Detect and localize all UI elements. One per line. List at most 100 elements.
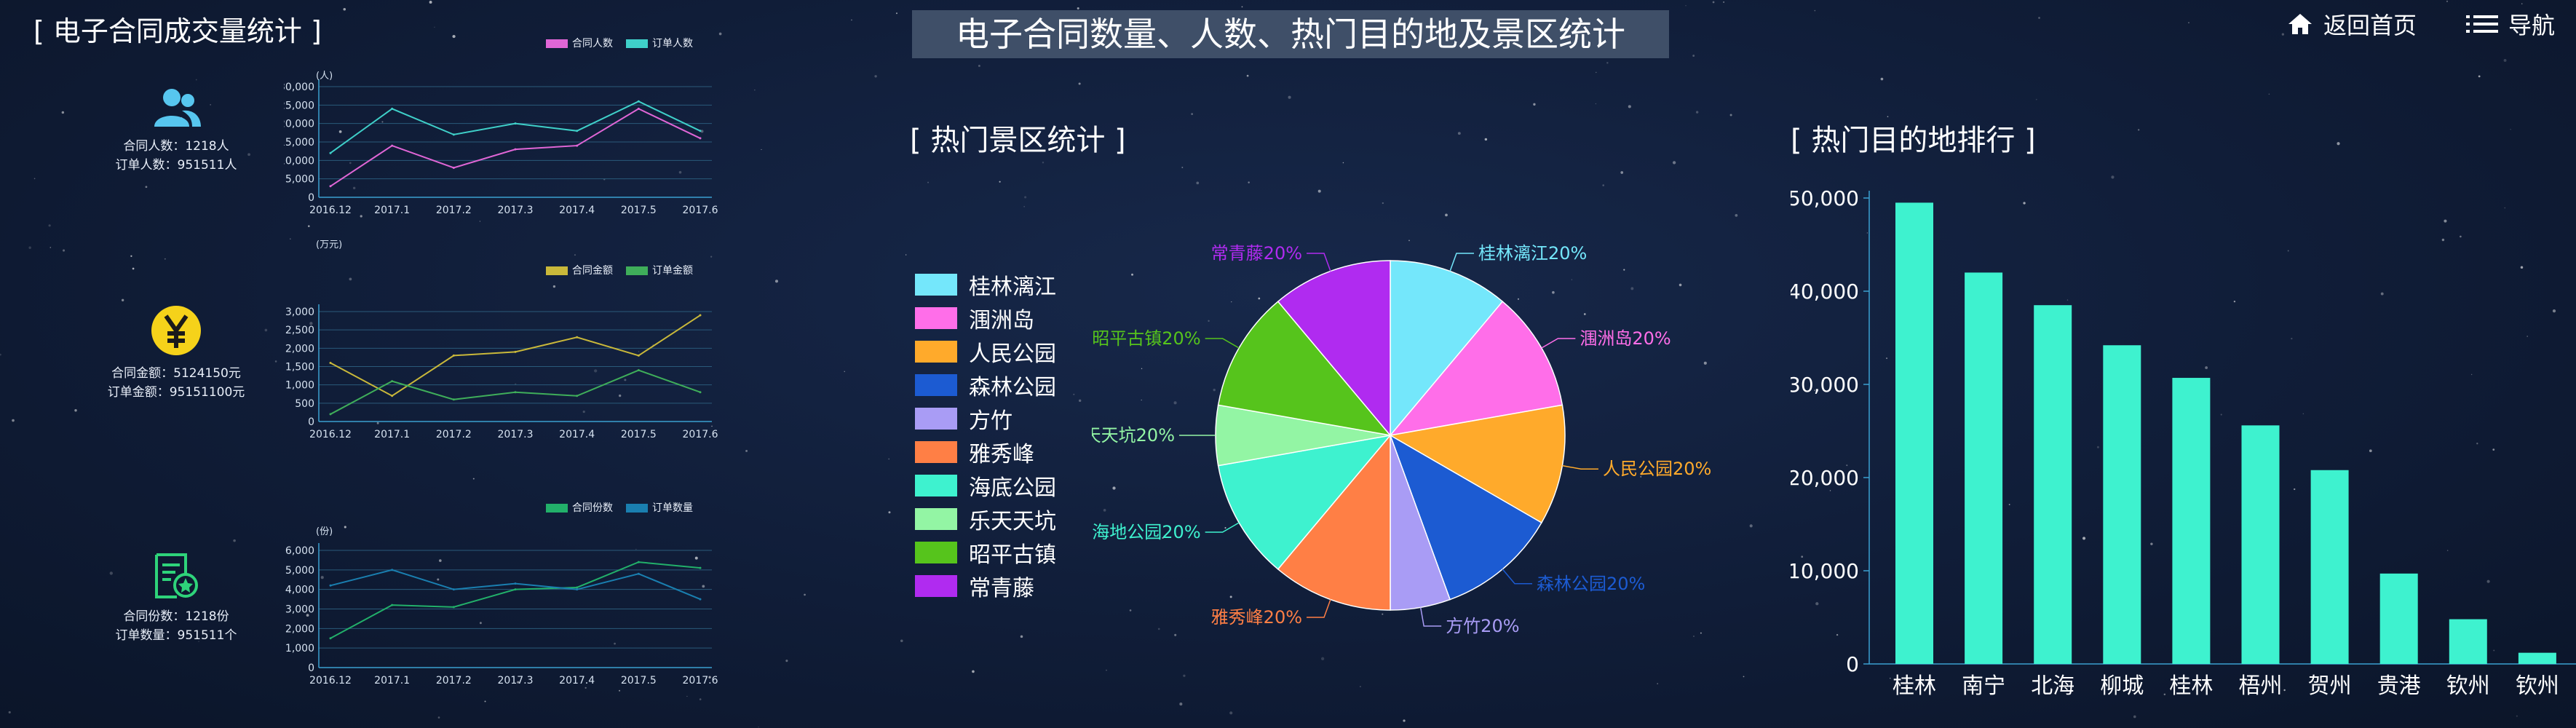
x-tick-label: 2017.3 [498,675,534,687]
star [2486,579,2490,583]
legend-swatch [915,408,957,430]
star [1403,719,1406,722]
data-point [637,107,640,110]
star [2521,3,2523,4]
legend-swatch [915,374,957,396]
legend-swatch [915,508,957,530]
star [1129,609,1132,612]
star [130,255,132,257]
star [274,360,277,363]
legend-item[interactable]: 乐天天坑 [915,502,1056,536]
legend-swatch [626,39,648,48]
star [1729,114,1732,116]
legend-item[interactable]: 涠洲岛 [915,301,1056,335]
star [1672,161,1676,165]
bar [2518,652,2556,664]
star [1703,361,1707,365]
data-point [637,100,640,103]
scenic-spot-pie-chart: 桂林漓江20% 涠洲岛20% 人民公园20% 森林公园20% 方竹20% 雅秀峰20% 海地… [1092,243,1711,636]
nav-menu-button[interactable]: 导航 [2466,7,2555,41]
star [1241,6,1243,8]
star [74,409,77,412]
series-line [330,100,701,154]
legend-item[interactable]: 人民公园 [915,335,1056,368]
star [844,371,845,373]
y-tick-label: 500 [295,398,314,410]
pie-slice [1277,260,1391,438]
y-tick-label: 50,000 [1791,186,1859,210]
legend-item[interactable]: 森林公园 [915,368,1056,402]
star [61,111,65,114]
legend-label: 订单金额 [652,265,693,277]
slice-label-line [1205,338,1240,349]
star [686,695,688,697]
star [619,689,621,692]
star [972,670,975,673]
pie-section-title: [ 热门景区统计 ] [910,124,1126,157]
star [2552,309,2556,313]
data-point [699,566,702,569]
star [1073,393,1075,395]
star [1179,703,1183,706]
star [360,215,362,218]
legend-swatch [546,266,568,275]
star [2096,446,2099,448]
slice-label-line [1502,569,1532,585]
star [1846,464,1848,467]
star [1814,9,1816,12]
star [552,285,556,288]
star [0,353,1,356]
home-button[interactable]: 返回首页 [2287,7,2417,41]
star [2460,235,2462,238]
star [400,435,401,436]
star [429,1,432,4]
star [1173,401,1177,405]
star [326,529,330,532]
star [699,698,702,700]
star [2008,504,2010,505]
star [2205,366,2208,369]
star [1131,273,1133,276]
nav-label: 导航 [2508,12,2556,39]
legend-label: 桂林漓江 [969,274,1056,300]
legend-item[interactable]: 常青藤 [915,569,1056,603]
legend-item[interactable]: 方竹 [915,402,1056,435]
star [978,65,980,67]
pie-slice [1277,433,1391,611]
stat-people: 合同人数：1218人 订单人数：951511人 [85,86,267,175]
legend-item[interactable]: 海底公园 [915,469,1056,502]
star [1723,1,1725,3]
star [594,369,598,373]
star [694,556,698,560]
x-tick-label: 2017.2 [436,429,472,440]
star [582,410,585,414]
legend-swatch [915,542,957,563]
bar [2310,470,2349,664]
data-point [329,361,332,364]
legend-item[interactable]: 昭平古镇 [915,536,1056,569]
star [678,170,682,174]
star [2446,550,2449,551]
pie-slice [1390,260,1504,438]
star [754,89,756,91]
x-tick-label: 2016.12 [309,205,352,216]
data-point [637,354,640,357]
legend-item[interactable]: 雅秀峰 [915,435,1056,469]
legend-label: 合同人数 [572,38,613,50]
data-point [391,604,394,606]
star [718,32,722,36]
star [183,160,184,162]
star [874,75,877,78]
slice-label: 乐天天坑20% [1092,425,1175,446]
star [308,225,310,227]
star [210,104,211,106]
data-point [514,148,517,151]
star [2504,207,2506,209]
legend-item[interactable]: 桂林漓江 [915,268,1056,301]
star [306,614,309,617]
star [2492,448,2495,451]
star [1229,711,1233,715]
star [381,121,384,123]
unit-label: (万元) [316,240,342,250]
home-icon [2288,14,2312,34]
